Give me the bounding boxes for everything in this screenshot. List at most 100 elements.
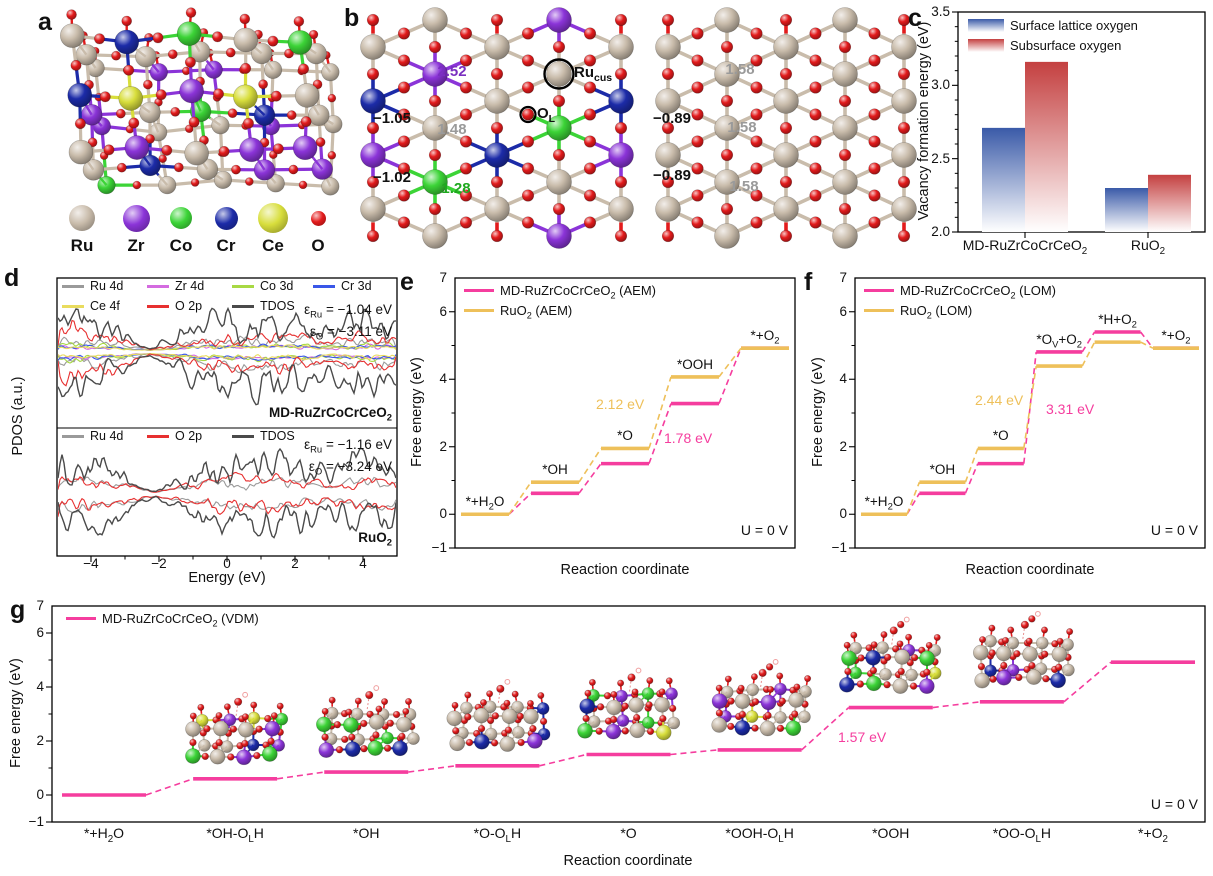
- b-right-bader-charge: 1.58: [729, 178, 759, 195]
- f-y-tick-label: 7: [839, 270, 847, 285]
- e-y-tick-label: 0: [439, 506, 447, 522]
- o-lattice-marker-circle: [519, 105, 537, 124]
- f-step-label: *OH: [929, 462, 956, 478]
- g-structure-inset: [185, 691, 289, 766]
- g-step-tick-label: *O-OLH: [473, 825, 522, 845]
- f-step-label: *H+O2: [1098, 312, 1137, 331]
- f-step-label: *+O2: [1161, 328, 1191, 347]
- d-x-tick-label: 2: [291, 556, 299, 571]
- c-bar-Subsurface-oxygen: [1025, 61, 1068, 232]
- f-step-label: *OV+O2: [1036, 331, 1083, 351]
- b-left-bader-charge: 1.48: [437, 121, 467, 138]
- e-step-label: *+O2: [750, 328, 780, 347]
- d-epsilon-ru-annotation-top: εRu = −1.04 eV: [304, 302, 392, 321]
- b-right-bader-charge: 1.58: [727, 119, 757, 136]
- g-y-tick-label: 2: [36, 733, 44, 748]
- c-legend-entry: Subsurface oxygen: [968, 38, 1121, 53]
- g-y-axis-label: Free energy (eV): [8, 658, 24, 768]
- d-legend-entry-bottom: Ru 4d: [62, 429, 123, 443]
- c-y-tick-label: 2.0: [931, 224, 950, 239]
- e-step-label: *O: [617, 428, 633, 444]
- b-right-bader-charge: −0.89: [653, 167, 691, 184]
- c-legend-entry: Surface lattice oxygen: [968, 18, 1138, 33]
- d-epsilon-ru-annotation-bottom: εRu = −1.16 eV: [304, 437, 392, 456]
- f-barrier-annotation-md: 3.31 eV: [1046, 401, 1095, 417]
- c-y-tick-label: 2.5: [931, 150, 950, 166]
- f-y-tick-label: 2: [839, 438, 847, 454]
- g-structure-inset: [711, 659, 812, 737]
- f-y-axis-label: Free energy (eV): [810, 357, 826, 467]
- d-x-tick-label: −4: [83, 556, 99, 571]
- panel-label-c: c: [908, 4, 922, 32]
- f-legend-entry: RuO2 (LOM): [864, 303, 972, 320]
- c-bar-Surface-lattice-oxygen: [982, 127, 1025, 232]
- d-legend-entry-top: Ce 4f: [62, 299, 120, 313]
- b-left-bader-charge: −1.05: [373, 110, 411, 127]
- f-y-tick-label: 4: [839, 371, 847, 387]
- atom-legend-label-Co: Co: [169, 236, 193, 255]
- e-y-axis-label: Free energy (eV): [409, 357, 425, 467]
- g-barrier-annotation: 1.57 eV: [838, 729, 887, 745]
- panel-label-a: a: [38, 8, 52, 36]
- g-step-tick-label: *OOH: [872, 825, 910, 841]
- b-right-bader-charge: −0.89: [653, 110, 691, 127]
- atom-legend-swatch-Ce: [258, 203, 288, 233]
- g-step-tick-label: *OH-OLH: [206, 825, 264, 845]
- g-step-tick-label: *OH: [353, 825, 380, 841]
- e-y-tick-label: 7: [439, 270, 447, 285]
- ru-cus-marker-circle: [543, 58, 575, 90]
- d-x-tick-label: 4: [359, 556, 367, 571]
- e-y-tick-label: 2: [439, 438, 447, 454]
- f-x-axis-label: Reaction coordinate: [965, 562, 1095, 578]
- atom-legend-swatch-Cr: [214, 206, 238, 230]
- g-structure-inset: [577, 667, 681, 741]
- d-y-axis-label: PDOS (a.u.): [10, 376, 26, 456]
- b-left-bader-charge: 2.52: [437, 63, 467, 80]
- f-step-label: *+H2O: [864, 494, 904, 513]
- d-legend-entry-top: O 2p: [147, 299, 202, 313]
- e-step-label: *+H2O: [465, 494, 505, 513]
- c-category-label: MD-RuZrCoCrCeO2: [962, 237, 1088, 257]
- atom-legend-label-Zr: Zr: [127, 236, 145, 255]
- f-y-tick-label: 0: [839, 506, 847, 522]
- panel-label-b: b: [344, 4, 360, 32]
- d-legend-entry-top: Cr 3d: [313, 279, 372, 293]
- f-legend-entry: MD-RuZrCoCrCeO2 (LOM): [864, 283, 1056, 300]
- g-step-tick-label: *O: [620, 825, 637, 841]
- panel-label-d: d: [4, 264, 20, 292]
- e-potential-condition: U = 0 V: [740, 522, 788, 538]
- panel-label-f: f: [804, 268, 813, 296]
- d-legend-entry-top: Zr 4d: [147, 279, 204, 293]
- d-material-label-bottom: RuO2: [358, 530, 392, 549]
- d-legend-entry-top: Co 3d: [232, 279, 293, 293]
- d-legend-entry-bottom: O 2p: [147, 429, 202, 443]
- g-potential-condition: U = 0 V: [1150, 796, 1198, 812]
- atom-legend-label-O: O: [311, 236, 325, 255]
- e-step-label: *OH: [542, 462, 568, 478]
- e-x-axis-label: Reaction coordinate: [560, 562, 690, 578]
- f-step-label: *O: [992, 428, 1009, 444]
- g-y-tick-label: −1: [28, 814, 44, 829]
- b-left-bader-charge: 1.28: [441, 180, 471, 197]
- panel-label-g: g: [10, 596, 26, 624]
- b-left-bader-charge: −1.02: [373, 169, 411, 186]
- panel-label-e: e: [400, 268, 414, 296]
- d-x-tick-label: 0: [223, 556, 231, 571]
- d-legend-entry-top: TDOS: [232, 299, 295, 313]
- d-epsilon-o-annotation-bottom: εO = −3.24 eV: [308, 459, 392, 478]
- atom-legend-swatch-Co: [170, 207, 192, 229]
- c-y-axis-label: Vacancy formation energy (eV): [916, 21, 932, 221]
- panel-b-lattice: [360, 7, 634, 249]
- g-structure-inset: [839, 616, 942, 694]
- d-pdos-curves: [58, 306, 396, 406]
- f-potential-condition: U = 0 V: [1150, 522, 1198, 538]
- e-step-label: *OOH: [676, 356, 714, 372]
- atom-legend-label-Ce: Ce: [262, 236, 284, 255]
- g-structure-inset: [446, 678, 551, 752]
- g-step-tick-label: *+H2O: [83, 825, 125, 845]
- g-x-axis-label: Reaction coordinate: [563, 853, 693, 869]
- e-y-tick-label: −1: [431, 540, 447, 555]
- e-barrier-annotation-ruo2: 2.12 eV: [596, 396, 645, 412]
- e-y-tick-label: 6: [439, 303, 447, 319]
